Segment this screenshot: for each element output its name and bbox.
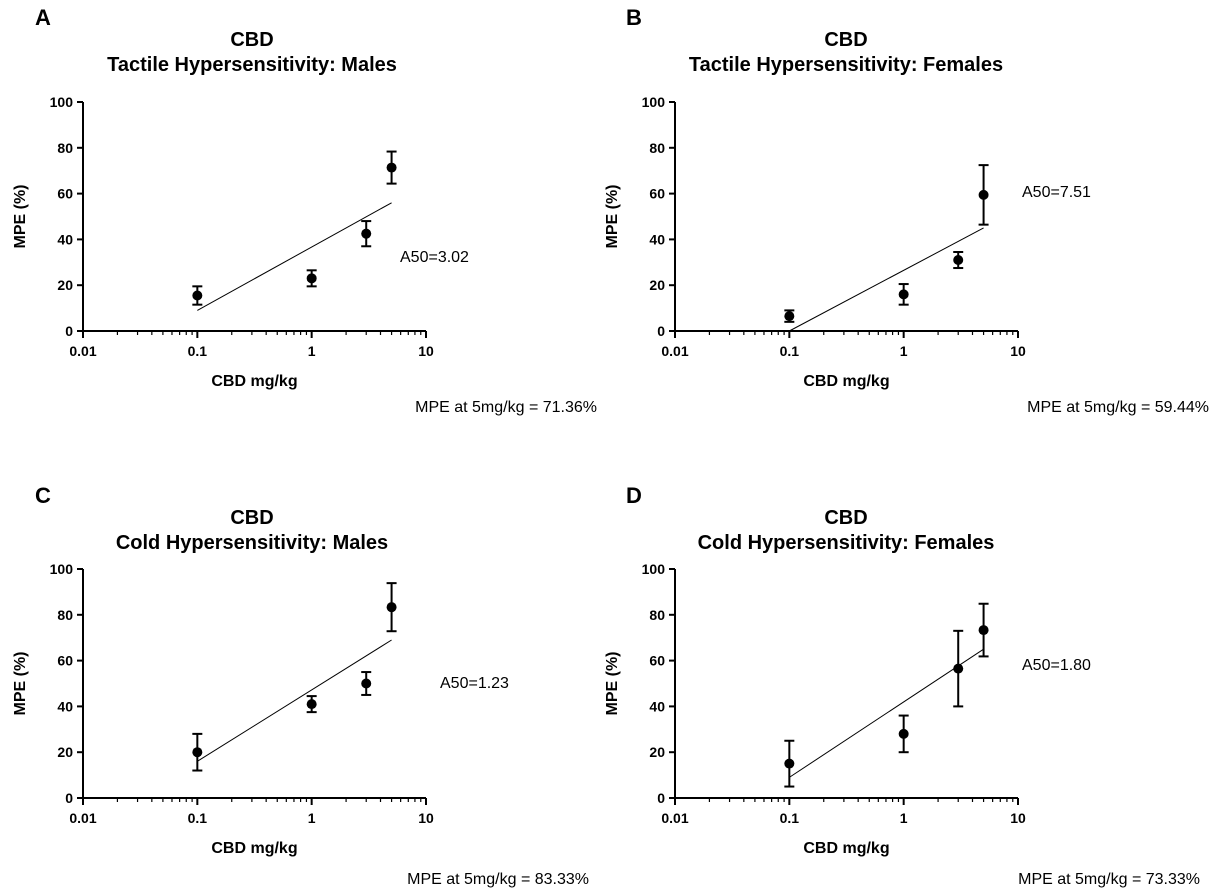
y-tick-label: 20 bbox=[57, 744, 73, 760]
y-tick-label: 60 bbox=[57, 653, 73, 669]
y-axis-label: MPE (%) bbox=[604, 185, 621, 249]
data-point bbox=[784, 311, 795, 322]
x-tick-label: 1 bbox=[900, 343, 908, 359]
chart-title: CBD bbox=[824, 507, 867, 529]
y-tick-label: 80 bbox=[57, 140, 73, 156]
panel-c: C CBD Cold Hypersensitivity: Males 0 20 40 60 8… bbox=[12, 483, 589, 888]
y-axis-label: MPE (%) bbox=[12, 652, 29, 716]
data-point bbox=[361, 678, 372, 689]
fit-line bbox=[197, 639, 392, 762]
a50-annotation: A50=1.23 bbox=[440, 675, 509, 692]
data-point bbox=[386, 602, 397, 613]
x-tick-label: 1 bbox=[900, 810, 908, 826]
x-tick-label: 0.1 bbox=[780, 343, 800, 359]
chart-subtitle: Tactile Hypersensitivity: Males bbox=[107, 54, 397, 76]
panel-letter: A bbox=[35, 5, 51, 30]
y-tick-label: 40 bbox=[649, 231, 665, 247]
x-axis-label: CBD mg/kg bbox=[211, 373, 297, 390]
chart-title: CBD bbox=[230, 507, 273, 529]
x-tick-label: 0.1 bbox=[780, 810, 800, 826]
panel-a: A CBD Tactile Hypersensitivity: Males 0 20 40… bbox=[12, 5, 597, 416]
x-tick-label: 0.01 bbox=[661, 343, 688, 359]
y-tick-label: 0 bbox=[657, 790, 665, 806]
fit-line bbox=[789, 227, 984, 332]
a50-annotation: A50=1.80 bbox=[1022, 657, 1091, 674]
chart-subtitle: Tactile Hypersensitivity: Females bbox=[689, 54, 1003, 76]
chart-title: CBD bbox=[824, 29, 867, 51]
y-axis-label: MPE (%) bbox=[12, 185, 29, 249]
data-point bbox=[306, 699, 317, 710]
data-point bbox=[978, 189, 989, 200]
x-tick-label: 10 bbox=[418, 343, 434, 359]
panel-letter: C bbox=[35, 483, 51, 508]
y-tick-label: 20 bbox=[649, 277, 665, 293]
data-point bbox=[361, 228, 372, 239]
y-tick-label: 100 bbox=[50, 561, 74, 577]
y-tick-label: 60 bbox=[649, 186, 665, 202]
mpe-note: MPE at 5mg/kg = 73.33% bbox=[1018, 871, 1200, 888]
y-tick-label: 100 bbox=[642, 561, 666, 577]
y-tick-label: 20 bbox=[649, 744, 665, 760]
panel-b: B CBD Tactile Hypersensitivity: Females 0 20… bbox=[604, 5, 1209, 416]
y-tick-label: 20 bbox=[57, 277, 73, 293]
x-axis-label: CBD mg/kg bbox=[803, 840, 889, 857]
y-axis-label: MPE (%) bbox=[604, 652, 621, 716]
y-tick-label: 80 bbox=[57, 607, 73, 623]
y-tick-label: 100 bbox=[50, 94, 74, 110]
mpe-note: MPE at 5mg/kg = 71.36% bbox=[415, 399, 597, 416]
x-tick-label: 10 bbox=[1010, 810, 1026, 826]
x-axis-label: CBD mg/kg bbox=[803, 373, 889, 390]
a50-annotation: A50=3.02 bbox=[400, 249, 469, 266]
y-tick-label: 80 bbox=[649, 607, 665, 623]
y-tick-label: 40 bbox=[57, 231, 73, 247]
data-point bbox=[898, 289, 909, 300]
y-tick-label: 0 bbox=[657, 323, 665, 339]
y-tick-label: 100 bbox=[642, 94, 666, 110]
y-tick-label: 60 bbox=[57, 186, 73, 202]
a50-annotation: A50=7.51 bbox=[1022, 184, 1091, 201]
data-point bbox=[386, 162, 397, 173]
x-tick-label: 0.1 bbox=[188, 810, 208, 826]
data-point bbox=[898, 728, 909, 739]
fit-line bbox=[789, 648, 984, 778]
x-tick-label: 0.01 bbox=[661, 810, 688, 826]
y-tick-label: 0 bbox=[65, 790, 73, 806]
chart-title: CBD bbox=[230, 29, 273, 51]
fit-line bbox=[197, 202, 392, 311]
data-point bbox=[953, 663, 964, 674]
x-axis-label: CBD mg/kg bbox=[211, 840, 297, 857]
data-point bbox=[192, 290, 203, 301]
x-tick-label: 0.01 bbox=[69, 343, 96, 359]
x-tick-label: 1 bbox=[308, 810, 316, 826]
panel-d: D CBD Cold Hypersensitivity: Females 0 20 40 6… bbox=[604, 483, 1200, 888]
x-tick-label: 1 bbox=[308, 343, 316, 359]
y-tick-label: 40 bbox=[57, 698, 73, 714]
panel-letter: D bbox=[626, 483, 642, 508]
x-tick-label: 10 bbox=[418, 810, 434, 826]
x-tick-label: 0.01 bbox=[69, 810, 96, 826]
data-point bbox=[953, 255, 964, 266]
y-tick-label: 0 bbox=[65, 323, 73, 339]
data-point bbox=[784, 758, 795, 769]
y-tick-label: 80 bbox=[649, 140, 665, 156]
x-tick-label: 10 bbox=[1010, 343, 1026, 359]
y-tick-label: 60 bbox=[649, 653, 665, 669]
data-point bbox=[192, 747, 203, 758]
data-point bbox=[978, 625, 989, 636]
panel-letter: B bbox=[626, 5, 642, 30]
y-tick-label: 40 bbox=[649, 698, 665, 714]
chart-subtitle: Cold Hypersensitivity: Males bbox=[116, 532, 388, 554]
chart-subtitle: Cold Hypersensitivity: Females bbox=[698, 532, 995, 554]
mpe-note: MPE at 5mg/kg = 59.44% bbox=[1027, 399, 1209, 416]
x-tick-label: 0.1 bbox=[188, 343, 208, 359]
mpe-note: MPE at 5mg/kg = 83.33% bbox=[407, 871, 589, 888]
data-point bbox=[306, 273, 317, 284]
